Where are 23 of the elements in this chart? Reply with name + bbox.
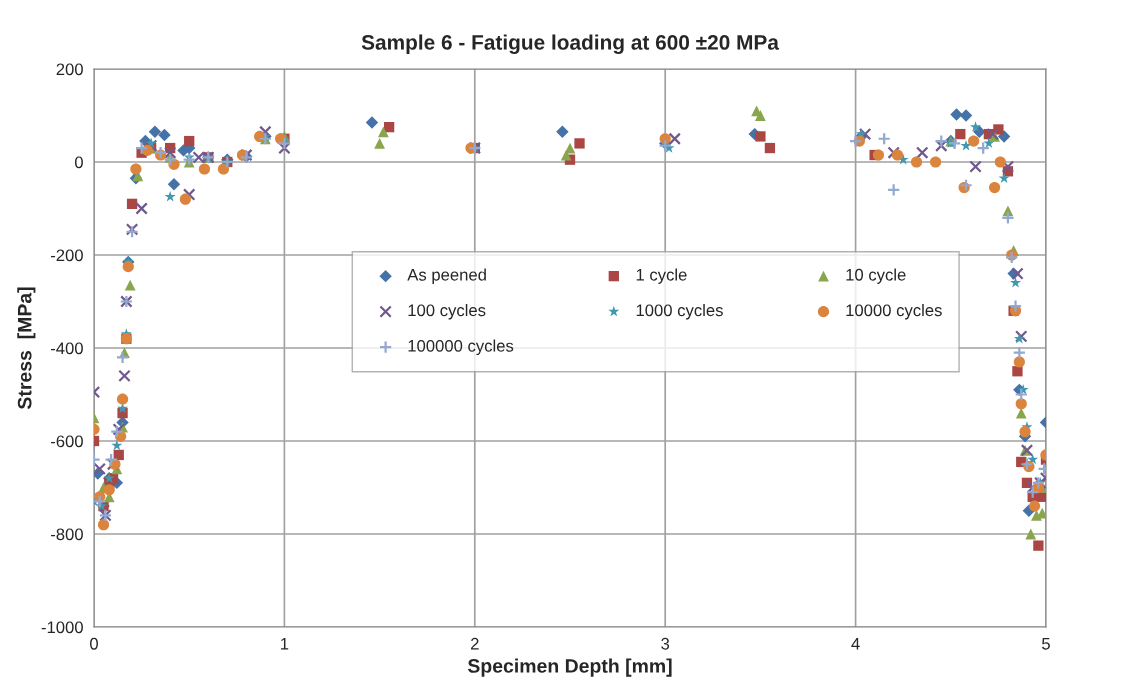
legend-label: 100000 cycles [408,339,514,356]
x-tick-label: 2 [471,637,479,650]
x-tick-label: 0 [90,637,98,650]
x-tick-label: 4 [851,638,860,650]
y-tick-label: -600 [50,435,83,448]
x-tick-label: 5 [1042,638,1050,650]
y-tick-label: -800 [50,528,83,541]
y-tick-label: -1000 [41,621,83,634]
y-axis-title: Stress [MPa] [17,287,36,410]
y-tick-label: 0 [74,156,83,169]
legend-label: 1000 cycles [636,303,723,320]
legend-label: 10000 cycles [846,303,942,320]
y-tick-label: 200 [56,63,83,76]
y-tick-label: -200 [50,249,83,262]
legend-label: 100 cycles [408,303,486,320]
y-tick-label: -400 [50,342,83,355]
x-tick-label: 1 [281,638,289,650]
x-axis-title: Specimen Depth [mm] [467,658,672,677]
legend-label: As peened [407,268,486,284]
legend-label: 10 cycle [846,268,906,284]
x-tick-label: 3 [661,637,670,650]
legend-label: 1 cycle [636,268,687,284]
chart-title: Sample 6 - Fatigue loading at 600 ±20 MPa [361,34,780,54]
